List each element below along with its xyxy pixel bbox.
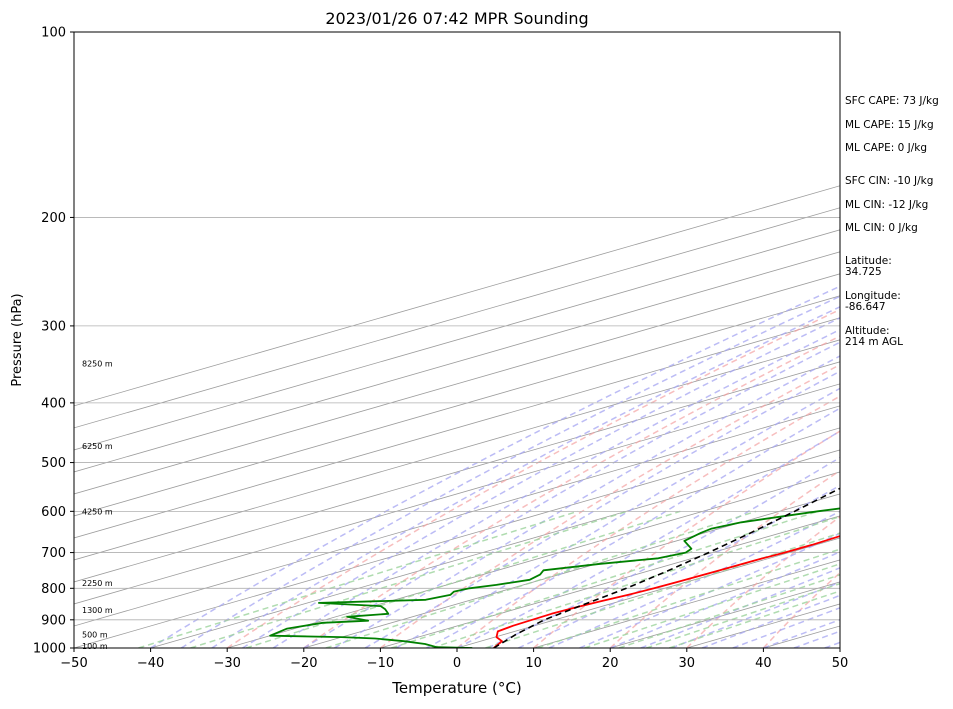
x-tick-label: −40 — [137, 656, 164, 671]
x-tick-label: 10 — [525, 656, 542, 671]
y-tick-label: 600 — [41, 505, 66, 520]
isotherm-line — [0, 32, 953, 648]
isotherm-line — [0, 32, 953, 648]
y-tick-label: 700 — [41, 546, 66, 561]
y-tick-label: 800 — [41, 582, 66, 597]
moist-adiabat-line — [488, 217, 953, 648]
moist-adiabat-line — [334, 217, 953, 648]
chart-title: 2023/01/26 07:42 MPR Sounding — [325, 9, 588, 28]
y-axis-ticks: 100 200 300 400 500 600 700 800 900 1000 — [33, 26, 74, 657]
moist-adiabat-line — [151, 217, 953, 648]
y-axis-label: Pressure (hPa) — [10, 293, 25, 386]
ml-cin-label: ML CIN: -12 J/kg — [845, 199, 928, 211]
ml-cape-label: ML CAPE: 15 J/kg — [845, 119, 934, 131]
y-tick-label: 100 — [41, 26, 66, 41]
x-tick-label: −20 — [290, 656, 317, 671]
isotherm-line — [0, 32, 953, 648]
altitude-value: 214 m AGL — [845, 336, 903, 348]
moist-adiabat-line — [243, 217, 953, 648]
moist-adiabat-line — [825, 217, 953, 648]
x-tick-label: 50 — [832, 656, 849, 671]
latitude-value: 34.725 — [845, 266, 882, 278]
moist-adiabat-line — [549, 217, 953, 648]
sounding-stats: SFC CAPE: 73 J/kg ML CAPE: 15 J/kg ML CA… — [845, 95, 939, 348]
height-label: 4250 m — [82, 507, 113, 516]
x-tick-label: 30 — [679, 656, 696, 671]
moist-adiabat-line — [763, 217, 953, 648]
isotherm-line — [0, 32, 953, 648]
x-tick-label: 40 — [755, 656, 772, 671]
moist-adiabat-line — [457, 217, 953, 648]
moist-adiabat-line — [580, 217, 953, 648]
isotherm-line — [0, 32, 953, 648]
isotherm-line — [0, 32, 953, 648]
moist-adiabat-line — [610, 217, 953, 648]
y-tick-label: 1000 — [33, 642, 66, 657]
isotherm-line — [0, 32, 953, 648]
ml-cape-2-label: ML CAPE: 0 J/kg — [845, 142, 927, 154]
isotherm-line — [0, 32, 953, 648]
y-tick-label: 400 — [41, 396, 66, 411]
x-axis-label: Temperature (°C) — [391, 679, 521, 697]
height-label: 100 m — [82, 642, 108, 651]
x-tick-label: 0 — [453, 656, 461, 671]
longitude-value: -86.647 — [845, 301, 886, 313]
x-tick-label: −50 — [60, 656, 87, 671]
sfc-cin-label: SFC CIN: -10 J/kg — [845, 175, 933, 187]
height-label: 1300 m — [82, 606, 113, 615]
moist-adiabat-line — [304, 217, 953, 648]
isotherm-line — [0, 32, 953, 648]
y-tick-label: 900 — [41, 613, 66, 628]
height-label: 500 m — [82, 630, 108, 639]
x-tick-label: −30 — [213, 656, 240, 671]
height-label: 8250 m — [82, 359, 113, 368]
height-label: 2250 m — [82, 579, 113, 588]
height-label: 6250 m — [82, 442, 113, 451]
x-tick-label: 20 — [602, 656, 619, 671]
x-axis-ticks: −50 −40 −30 −20 −10 0 10 20 30 40 50 — [60, 648, 848, 671]
sfc-cape-label: SFC CAPE: 73 J/kg — [845, 95, 939, 107]
ml-cin-2-label: ML CIN: 0 J/kg — [845, 222, 918, 234]
mixing-ratio-line — [538, 511, 953, 648]
isotherm-line — [0, 32, 953, 648]
background-lines — [0, 32, 953, 648]
moist-adiabat-line — [641, 217, 953, 648]
moist-adiabat-line — [733, 217, 953, 648]
isotherm-line — [0, 32, 953, 648]
y-tick-label: 300 — [41, 319, 66, 334]
y-tick-label: 200 — [41, 211, 66, 226]
x-tick-label: −10 — [367, 656, 394, 671]
mixing-ratio-line — [585, 511, 953, 648]
y-tick-label: 500 — [41, 456, 66, 471]
mixing-ratio-line — [139, 511, 578, 648]
moist-adiabat-line — [794, 217, 953, 648]
